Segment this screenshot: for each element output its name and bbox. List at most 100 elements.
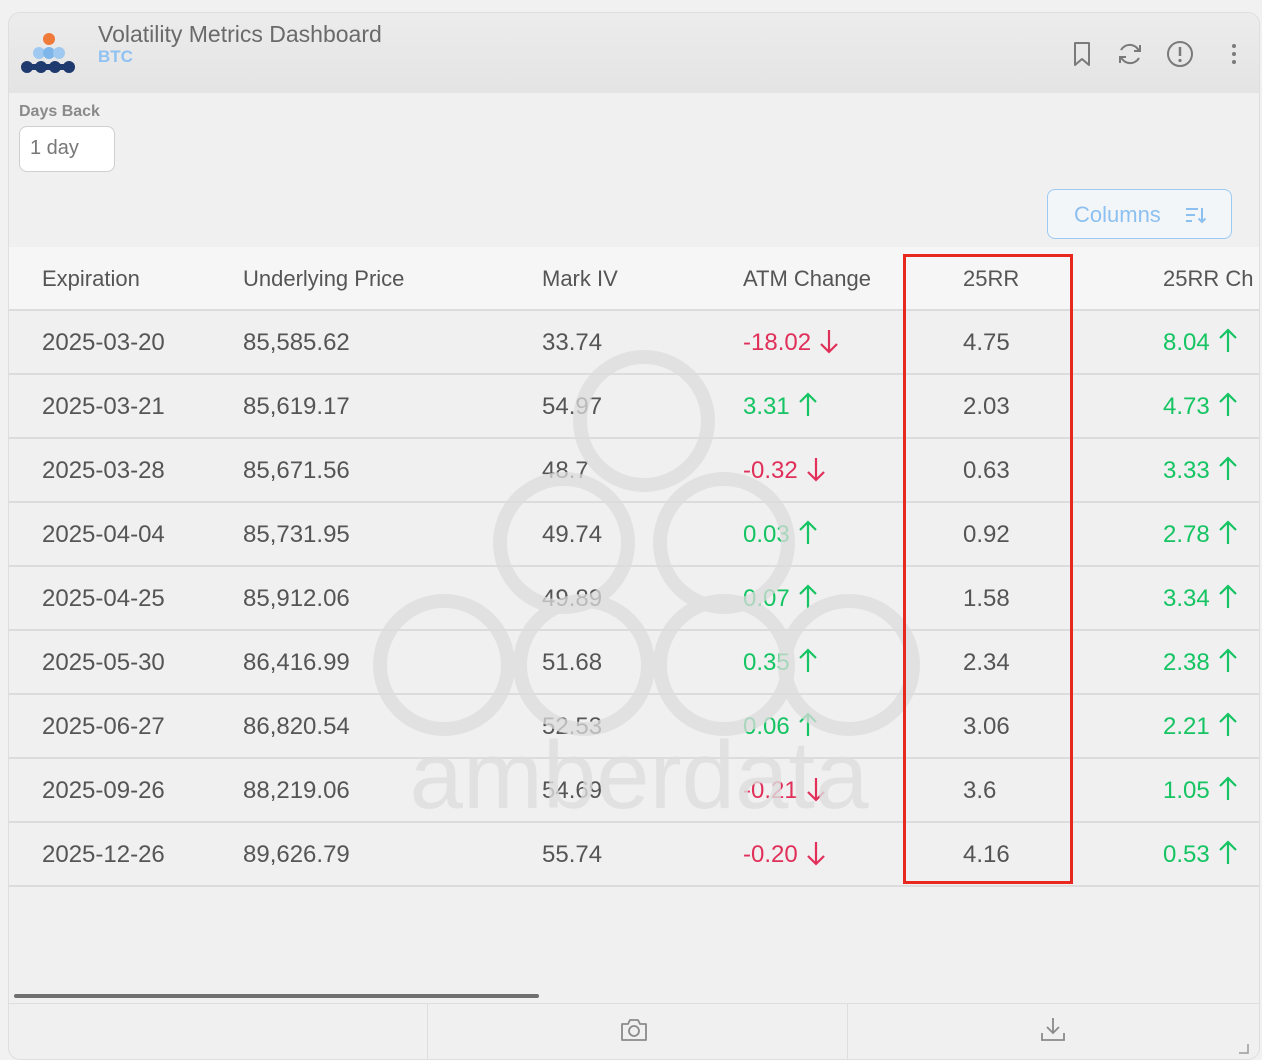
25rr-change-value: 1.05	[1163, 777, 1210, 804]
cell-25rr-change: 8.04	[1163, 328, 1238, 357]
arrow-up-icon	[798, 520, 817, 544]
arrow-up-icon	[798, 584, 817, 608]
horizontal-scrollbar[interactable]	[14, 994, 539, 998]
cell-expiration: 2025-03-28	[42, 457, 165, 484]
cell-25rr-change: 3.34	[1163, 584, 1238, 613]
table-row[interactable]: 2025-09-26 88,219.06 54.69 -0.21 3.6 1.0…	[9, 759, 1259, 823]
cell-atm-change: -0.21	[743, 777, 826, 805]
arrow-down-icon	[806, 777, 825, 802]
columns-button-label: Columns	[1074, 202, 1161, 227]
cell-underlying-price: 86,416.99	[243, 649, 350, 676]
arrow-up-icon	[798, 648, 817, 672]
table-row[interactable]: 2025-06-27 86,820.54 52.53 0.06 3.06 2.2…	[9, 695, 1259, 759]
widget-header: Volatility Metrics Dashboard BTC	[9, 13, 1259, 93]
cell-mark-iv: 33.74	[542, 329, 603, 356]
atm-change-value: 0.07	[743, 585, 790, 612]
cell-25rr: 3.06	[963, 713, 1010, 740]
arrow-up-icon	[1218, 648, 1237, 672]
col-header-atm-change[interactable]: ATM Change	[743, 266, 871, 291]
atm-change-value: -0.21	[743, 777, 798, 804]
footer-divider	[847, 1004, 848, 1059]
volatility-table: Expiration Underlying Price Mark IV ATM …	[9, 247, 1259, 887]
cell-atm-change: 0.06	[743, 712, 818, 741]
cell-atm-change: 0.07	[743, 584, 818, 613]
more-vertical-icon[interactable]	[1219, 39, 1249, 69]
cell-expiration: 2025-04-25	[42, 585, 165, 612]
dashboard-widget: Volatility Metrics Dashboard BTC Days Ba…	[8, 12, 1260, 1060]
cell-underlying-price: 88,219.06	[243, 777, 350, 804]
bookmark-icon[interactable]	[1067, 39, 1097, 69]
arrow-down-icon	[806, 841, 825, 866]
cell-expiration: 2025-09-26	[42, 777, 165, 804]
cell-underlying-price: 85,731.95	[243, 521, 350, 548]
table-row[interactable]: 2025-04-04 85,731.95 49.74 0.03 0.92 2.7…	[9, 503, 1259, 567]
arrow-up-icon	[1218, 520, 1237, 544]
table-row[interactable]: 2025-05-30 86,416.99 51.68 0.35 2.34 2.3…	[9, 631, 1259, 695]
table-row[interactable]: 2025-03-20 85,585.62 33.74 -18.02 4.75 8…	[9, 311, 1259, 375]
arrow-up-icon	[1218, 776, 1237, 800]
cell-25rr-change: 4.73	[1163, 392, 1238, 421]
info-icon[interactable]	[1165, 39, 1195, 69]
cell-25rr: 0.63	[963, 457, 1010, 484]
cell-mark-iv: 49.74	[542, 521, 603, 548]
cell-25rr: 3.6	[963, 777, 997, 804]
cell-25rr: 1.58	[963, 585, 1010, 612]
download-icon[interactable]	[1039, 1015, 1067, 1043]
columns-button[interactable]: Columns	[1047, 189, 1232, 239]
cell-25rr-change: 2.21	[1163, 712, 1238, 741]
days-back-label: Days Back	[19, 103, 100, 120]
cell-atm-change: -0.20	[743, 841, 826, 869]
col-header-25rr[interactable]: 25RR	[963, 266, 1020, 291]
cell-25rr-change: 2.38	[1163, 648, 1238, 677]
cell-underlying-price: 85,619.17	[243, 393, 350, 420]
atm-change-value: 0.03	[743, 521, 790, 548]
refresh-icon[interactable]	[1115, 39, 1145, 69]
25rr-change-value: 0.53	[1163, 841, 1210, 868]
camera-icon[interactable]	[619, 1017, 649, 1043]
asset-subtitle: BTC	[98, 47, 133, 66]
cell-atm-change: 3.31	[743, 392, 818, 421]
table-row[interactable]: 2025-04-25 85,912.06 49.89 0.07 1.58 3.3…	[9, 567, 1259, 631]
atm-change-value: -0.32	[743, 457, 798, 484]
col-header-25rr-change[interactable]: 25RR Ch	[1163, 266, 1254, 291]
arrow-up-icon	[798, 712, 817, 736]
cell-25rr: 2.03	[963, 393, 1010, 420]
table-body: 2025-03-20 85,585.62 33.74 -18.02 4.75 8…	[9, 311, 1259, 887]
25rr-change-value: 2.38	[1163, 649, 1210, 676]
table-row[interactable]: 2025-12-26 89,626.79 55.74 -0.20 4.16 0.…	[9, 823, 1259, 887]
arrow-up-icon	[1218, 328, 1237, 352]
days-back-select[interactable]: 1 day	[19, 126, 115, 172]
cell-mark-iv: 49.89	[542, 585, 603, 612]
25rr-change-value: 3.34	[1163, 585, 1210, 612]
cell-25rr: 0.92	[963, 521, 1010, 548]
resize-handle-icon[interactable]	[1237, 1042, 1249, 1054]
atm-change-value: -18.02	[743, 329, 812, 356]
cell-mark-iv: 54.97	[542, 393, 603, 420]
cell-underlying-price: 86,820.54	[243, 713, 350, 740]
25rr-change-value: 3.33	[1163, 457, 1210, 484]
cell-expiration: 2025-12-26	[42, 841, 165, 868]
25rr-change-value: 8.04	[1163, 329, 1210, 356]
dashboard-title: Volatility Metrics Dashboard	[98, 21, 382, 47]
table-row[interactable]: 2025-03-21 85,619.17 54.97 3.31 2.03 4.7…	[9, 375, 1259, 439]
25rr-change-value: 2.21	[1163, 713, 1210, 740]
25rr-change-value: 2.78	[1163, 521, 1210, 548]
cell-mark-iv: 54.69	[542, 777, 603, 804]
atm-change-value: 3.31	[743, 393, 790, 420]
cell-atm-change: -0.32	[743, 457, 826, 485]
cell-expiration: 2025-06-27	[42, 713, 165, 740]
col-header-underlying-price[interactable]: Underlying Price	[243, 266, 405, 291]
arrow-up-icon	[1218, 840, 1237, 864]
arrow-down-icon	[806, 457, 825, 482]
atm-change-value: 0.06	[743, 713, 790, 740]
cell-underlying-price: 85,671.56	[243, 457, 350, 484]
cell-underlying-price: 85,912.06	[243, 585, 350, 612]
cell-atm-change: 0.35	[743, 648, 818, 677]
atm-change-value: 0.35	[743, 649, 790, 676]
footer-divider	[427, 1004, 428, 1059]
widget-footer	[9, 1003, 1259, 1059]
table-row[interactable]: 2025-03-28 85,671.56 48.7 -0.32 0.63 3.3…	[9, 439, 1259, 503]
col-header-expiration[interactable]: Expiration	[42, 266, 140, 291]
col-header-mark-iv[interactable]: Mark IV	[542, 266, 618, 291]
table-header: Expiration Underlying Price Mark IV ATM …	[9, 247, 1259, 311]
